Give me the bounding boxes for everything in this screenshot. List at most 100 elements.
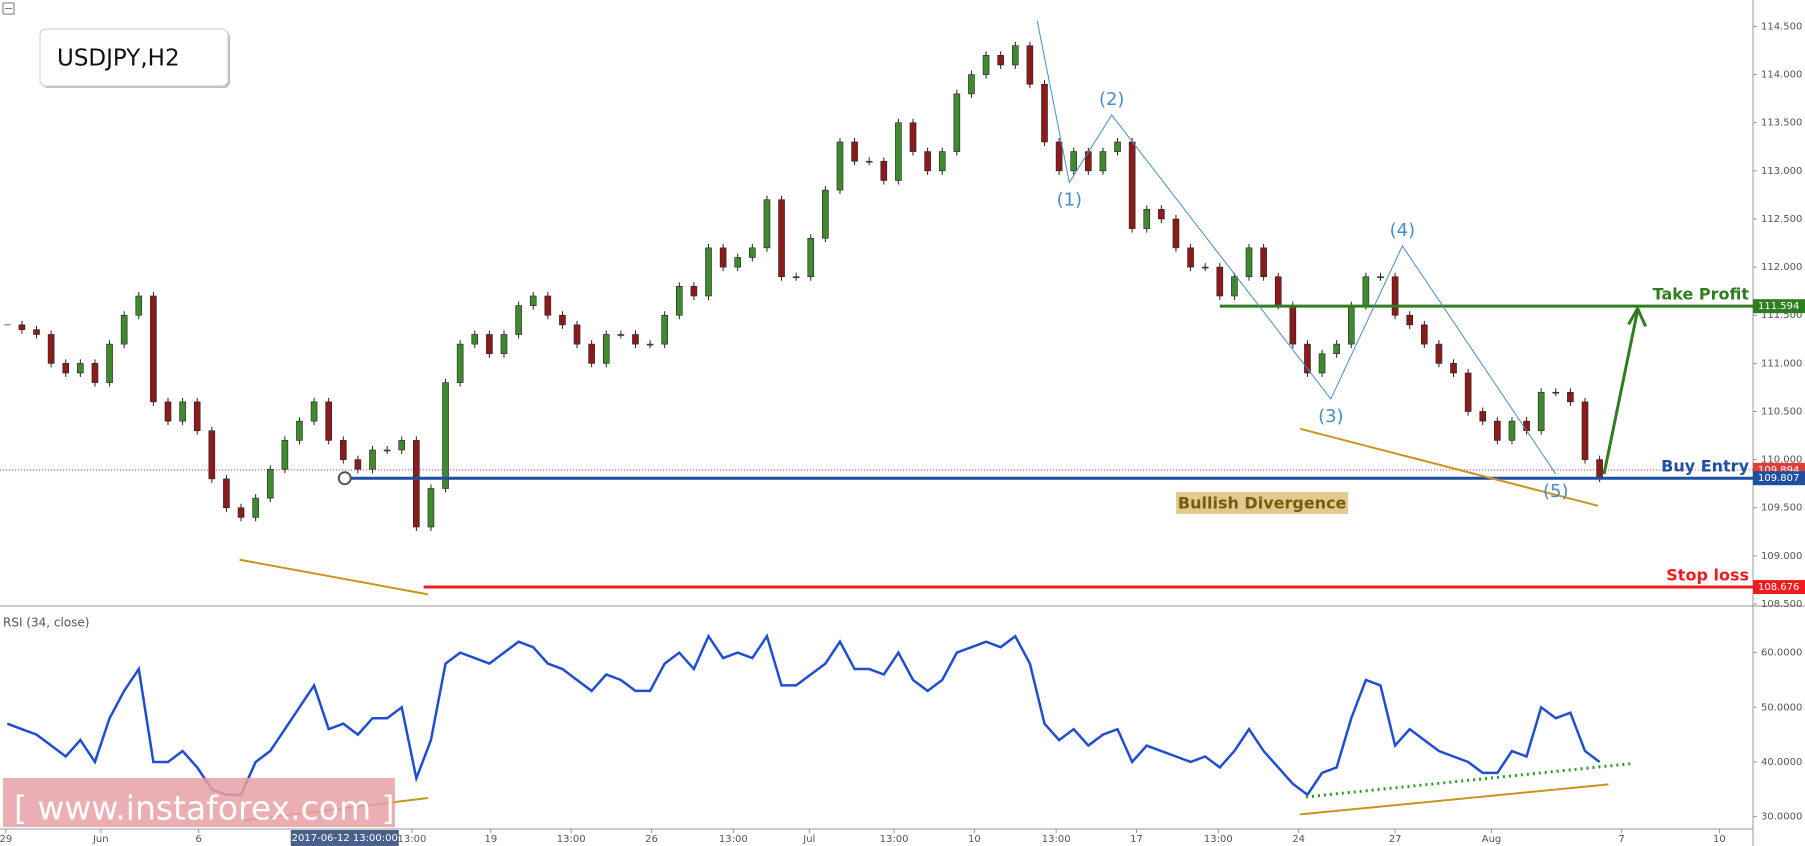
candle <box>1464 372 1472 412</box>
trendline <box>239 558 429 596</box>
candle <box>1494 420 1501 441</box>
y-tick-label: 113.500 <box>1761 118 1802 129</box>
rsi-title: RSI (34, close) <box>3 616 89 630</box>
candle <box>1421 324 1428 345</box>
arrow <box>1602 310 1640 475</box>
candle <box>1552 391 1560 394</box>
y-tick-label: 112.000 <box>1761 262 1802 273</box>
candle <box>865 160 873 163</box>
candle <box>1114 141 1121 152</box>
y-tick-label: 60.0000 <box>1761 648 1802 659</box>
y-tick-label: 109.500 <box>1761 503 1802 514</box>
candle <box>1274 276 1282 306</box>
collapse-icon[interactable] <box>2 2 15 15</box>
candle <box>646 343 654 346</box>
annotation-box <box>1176 491 1349 514</box>
x-tick-label: 13:00 <box>719 834 748 845</box>
x-tick-label: 13:00 <box>557 834 586 845</box>
candle <box>1128 141 1136 229</box>
candle <box>938 151 946 172</box>
candle <box>1187 247 1194 268</box>
candle <box>602 334 610 364</box>
candle <box>515 305 522 335</box>
candle <box>266 468 274 499</box>
candle <box>77 363 84 374</box>
candle <box>339 440 347 460</box>
candle <box>617 334 625 336</box>
candle <box>1172 218 1180 249</box>
candle <box>1158 209 1165 220</box>
x-tick-label: 24 <box>1292 834 1305 845</box>
watermark: [ www.instaforex.com ] <box>14 789 394 828</box>
level-tag <box>1753 580 1805 595</box>
y-tick-label: 112.500 <box>1761 214 1802 225</box>
candle <box>135 295 143 316</box>
y-tick-label: 40.0000 <box>1761 757 1802 768</box>
candle <box>982 55 990 75</box>
x-tick-label: 17 <box>1130 834 1143 845</box>
candle <box>690 286 698 297</box>
x-tick-label: 27 <box>1389 834 1402 845</box>
candle <box>398 440 406 451</box>
candle <box>1479 411 1487 422</box>
watermark-box <box>3 778 395 827</box>
candle <box>325 401 332 441</box>
candle <box>880 160 888 181</box>
x-tick-label: 29 <box>0 834 12 845</box>
price-panel: 108.500 109.000 109.500 110.000 110.500 111.0… <box>0 20 1805 610</box>
candle <box>1523 420 1530 432</box>
x-tick-label: Aug <box>1482 834 1502 845</box>
candle <box>1201 266 1209 269</box>
y-tick-label: 50.0000 <box>1761 702 1802 713</box>
wave-label: (1) <box>1057 189 1083 210</box>
candle <box>1347 305 1355 345</box>
level-tag-label: 108.676 <box>1758 582 1799 593</box>
candle <box>632 334 639 345</box>
candle <box>47 334 55 364</box>
candle <box>1070 151 1078 172</box>
candle <box>559 314 566 326</box>
candle <box>1085 151 1092 172</box>
x-tick-label: Jun <box>92 834 109 845</box>
candle <box>383 449 391 452</box>
wave-label: (2) <box>1099 89 1125 110</box>
candle <box>1333 343 1340 355</box>
candle <box>661 314 668 345</box>
trendline <box>1300 783 1609 816</box>
candle <box>413 440 420 528</box>
candle <box>296 420 303 441</box>
wave-line <box>1036 20 1557 475</box>
x-tick-label: Jul <box>802 834 815 845</box>
candle <box>150 295 157 403</box>
x-tick-label: 19 <box>484 834 497 845</box>
candle <box>120 314 128 345</box>
candle <box>1406 314 1414 326</box>
level-tag <box>1753 471 1805 486</box>
candle <box>1055 141 1063 172</box>
candle <box>1318 353 1326 374</box>
candle <box>1567 391 1574 403</box>
candle <box>1099 151 1107 172</box>
crosshair-time-label: 2017-06-12 13:00:00 <box>292 833 398 844</box>
candle <box>91 363 99 383</box>
candle <box>1011 45 1019 66</box>
trendline <box>1299 427 1599 507</box>
candle <box>1391 276 1399 316</box>
x-tick-label: 13:00 <box>398 834 427 845</box>
x-tick-label: 10 <box>1713 834 1726 845</box>
wave-label: (4) <box>1390 220 1416 241</box>
candle <box>18 324 26 330</box>
candle <box>1435 343 1443 364</box>
candle <box>895 122 902 181</box>
x-tick-label: 26 <box>645 834 658 845</box>
y-tick-label: 114.000 <box>1761 70 1802 81</box>
y-tick-label: 113.000 <box>1761 166 1802 177</box>
candle <box>1450 363 1457 374</box>
candle <box>237 507 245 518</box>
annotation: Bullish Divergence <box>1178 493 1347 512</box>
y-tick-label: 30.0000 <box>1761 812 1802 823</box>
candle <box>953 93 961 152</box>
candle <box>486 334 493 355</box>
candle <box>106 343 113 383</box>
